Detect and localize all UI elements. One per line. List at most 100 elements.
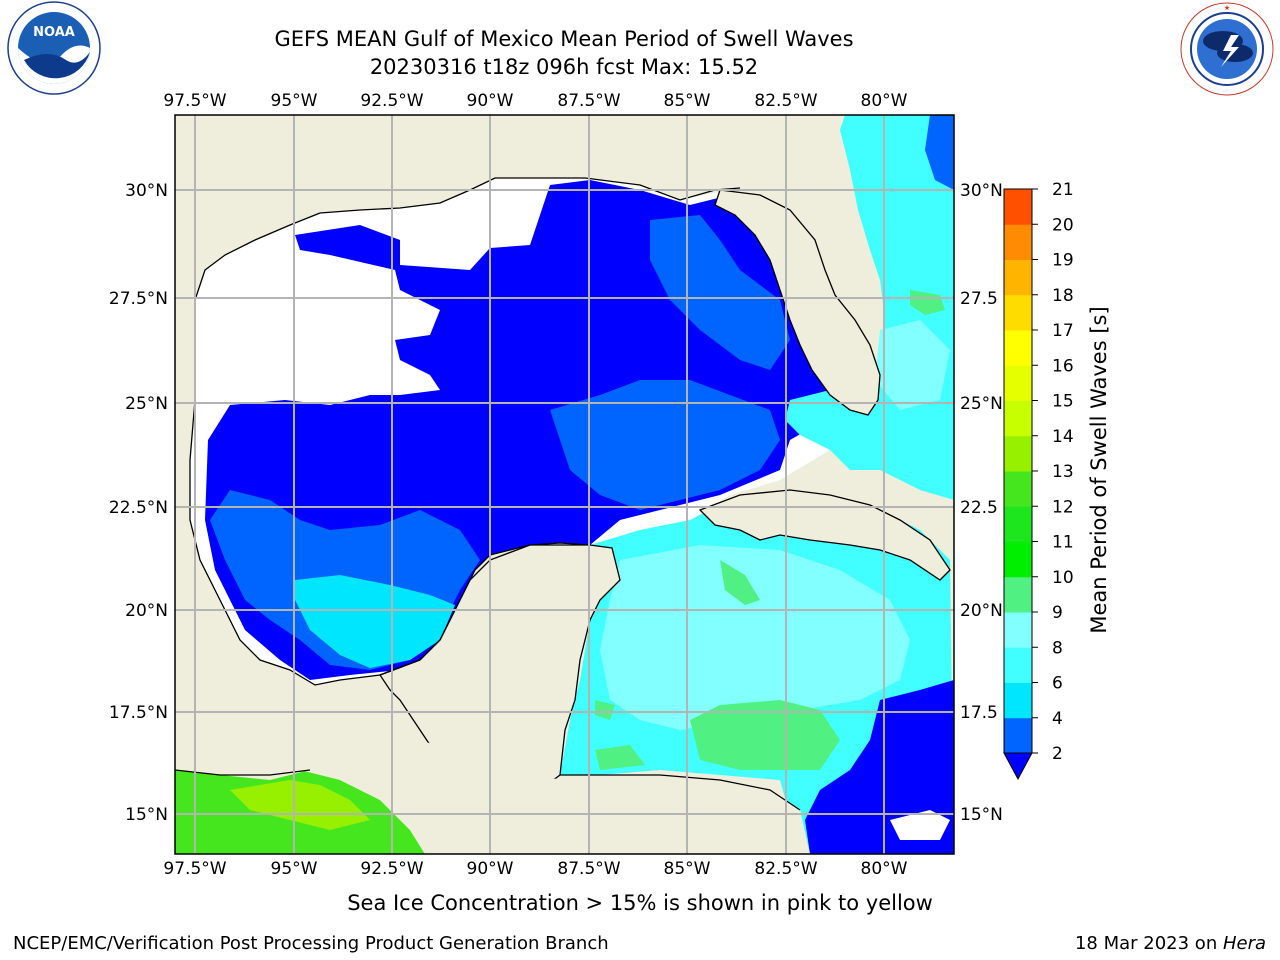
colorbar-tick-label: 2 [1052, 744, 1063, 764]
lon-label-bottom: 85°W [664, 859, 711, 879]
footer-date-text: 18 Mar 2023 on [1074, 933, 1223, 954]
colorbar-segment [1004, 400, 1032, 437]
footer-credit: NCEP/EMC/Verification Post Processing Pr… [13, 933, 609, 954]
lon-label-bottom: 95°W [271, 859, 318, 879]
map-gridlines [175, 115, 954, 854]
svg-text:★: ★ [1224, 4, 1230, 12]
noaa-logo: NOAA [7, 1, 101, 95]
colorbar-segment [1004, 435, 1032, 472]
gulf-swell-medium-east [550, 380, 780, 510]
caribbean-swell-green-west [595, 700, 615, 720]
colorbar-label: Mean Period of Swell Waves [s] [1087, 306, 1111, 633]
footer-date: 18 Mar 2023 on Hera [1075, 933, 1266, 954]
colorbar-tick-label: 19 [1052, 251, 1074, 271]
caribbean-swell-green-sw [595, 745, 645, 770]
colorbar-tick-label: 17 [1052, 321, 1074, 341]
florida-land [714, 189, 881, 416]
colorbar-segment [1004, 471, 1032, 507]
lon-label-top: 95°W [271, 91, 318, 111]
mexico-land [175, 115, 845, 770]
sea-ice-note: Sea Ice Concentration > 15% is shown in … [347, 891, 933, 915]
colorbar-segment [1004, 294, 1032, 331]
map-content [175, 115, 954, 854]
lon-label-top: 80°W [861, 91, 908, 111]
colorbar-segment [1004, 541, 1032, 578]
nws-logo: ★ [1180, 2, 1274, 96]
lat-label-right: 22.5 [960, 498, 998, 518]
lat-label-right: 27.5 [960, 289, 998, 309]
colorbar-tick-label: 12 [1052, 497, 1074, 517]
colorbar-tick-label: 21 [1052, 180, 1074, 200]
colorbar-under-extension [1003, 752, 1033, 781]
lat-label-left: 17.5°N [109, 703, 168, 723]
lon-label-top: 92.5°W [360, 91, 423, 111]
colorbar-tick-label: 11 [1052, 533, 1074, 553]
central-america-land [250, 740, 810, 854]
lon-label-bottom: 87.5°W [557, 859, 620, 879]
coastline-caribbean [560, 774, 801, 811]
atlantic-swell-light [875, 320, 950, 410]
lat-label-right: 20°N [960, 601, 1003, 621]
colorbar-tick-label: 15 [1052, 392, 1074, 412]
colorbar-tick-label: 13 [1052, 462, 1074, 482]
colorbar-segment [1004, 647, 1032, 683]
colorbar-segment [1004, 189, 1032, 225]
coastline-north [319, 177, 741, 214]
lat-label-right: 30°N [960, 181, 1003, 201]
atlantic-swell-dark [925, 115, 954, 190]
colorbar-segment [1004, 682, 1032, 719]
colorbar-tick-label: 10 [1052, 568, 1074, 588]
caribbean-white [890, 810, 950, 840]
colorbar: 2 4 6 8 9 10 11 12 13 14 15 16 17 18 19 20 21 [1003, 180, 1074, 781]
colorbar-segment [1004, 224, 1032, 260]
chart-subtitle: 20230316 t18z 096h fcst Max: 15.52 [369, 55, 759, 79]
lon-label-bottom: 82.5°W [754, 859, 817, 879]
lat-label-right: 15°N [960, 805, 1003, 825]
lat-label-left: 25°N [125, 394, 168, 414]
pacific-swell-lime [230, 780, 370, 830]
lat-label-left: 22.5°N [109, 498, 168, 518]
coastline-pacific [175, 769, 311, 776]
cuba-land [698, 489, 951, 581]
noaa-logo-text: NOAA [33, 25, 75, 40]
colorbar-segment [1004, 576, 1032, 613]
lat-label-left: 30°N [125, 181, 168, 201]
colorbar-tick-label: 9 [1052, 603, 1063, 623]
lat-label-left: 27.5°N [109, 289, 168, 309]
colorbar-segment [1004, 717, 1032, 754]
caribbean-swell-green [690, 700, 840, 770]
gulf-swell-medium-north [650, 215, 790, 370]
atlantic-swell-green [910, 290, 945, 315]
colorbar-segment [1004, 330, 1032, 366]
lat-label-right: 25°N [960, 394, 1003, 414]
colorbar-tick-label: 14 [1052, 427, 1074, 447]
caribbean-swell-green-small [720, 560, 760, 605]
map-frame [174, 114, 955, 855]
coastline [189, 212, 590, 686]
colorbar-tick-label: 16 [1052, 356, 1074, 376]
colorbar-tick-label: 4 [1052, 709, 1063, 729]
gulf-swell-cyan [295, 575, 455, 668]
colorbar-segment [1004, 365, 1032, 401]
colorbar-segment [1004, 506, 1032, 542]
lon-label-bottom: 92.5°W [360, 859, 423, 879]
colorbar-segment [1004, 612, 1032, 648]
lon-label-bottom: 90°W [467, 859, 514, 879]
lon-label-top: 85°W [664, 91, 711, 111]
lat-label-right: 17.5 [960, 703, 998, 723]
lon-label-top: 90°W [467, 91, 514, 111]
colorbar-tick-label: 8 [1052, 638, 1063, 658]
chart-title: GEFS MEAN Gulf of Mexico Mean Period of … [274, 27, 854, 51]
lon-label-top: 82.5°W [754, 91, 817, 111]
lat-label-left: 20°N [125, 601, 168, 621]
footer-host: Hera [1222, 933, 1266, 954]
caribbean-swell-blue [805, 680, 954, 854]
lon-label-bottom: 80°W [861, 859, 908, 879]
colorbar-tick-label: 20 [1052, 215, 1074, 235]
lon-label-bottom: 97.5°W [163, 859, 226, 879]
caribbean-swell-light [600, 545, 910, 730]
colorbar-tick-label: 18 [1052, 286, 1074, 306]
colorbar-tick-label: 6 [1052, 674, 1063, 694]
lat-label-left: 15°N [125, 805, 168, 825]
